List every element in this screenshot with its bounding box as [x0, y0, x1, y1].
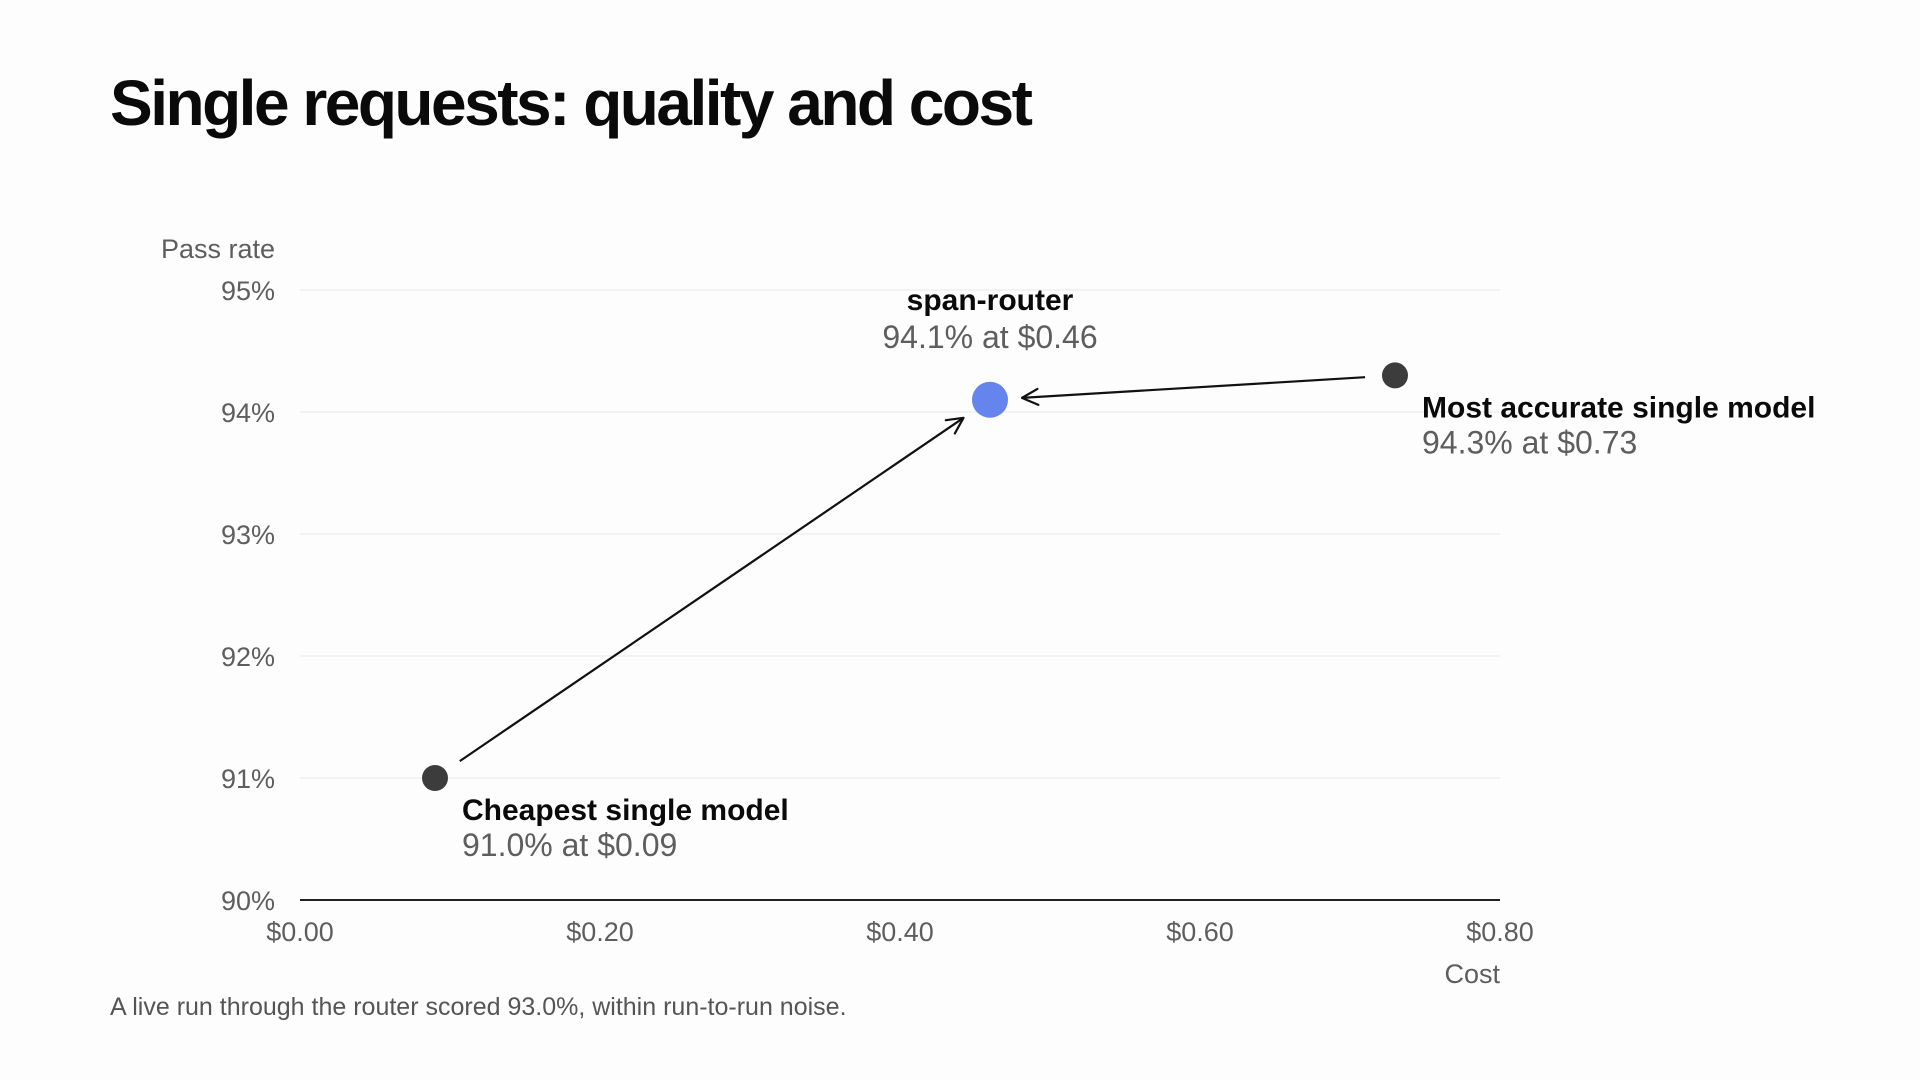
- footnote: A live run through the router scored 93.…: [110, 993, 847, 1021]
- point-label-most-accurate: Most accurate single model: [1422, 391, 1815, 424]
- point-router: [972, 381, 1008, 418]
- point-value-cheapest: 91.0% at $0.09: [462, 827, 677, 863]
- y-tick-label: 92%: [221, 642, 275, 672]
- y-tick-label: 95%: [221, 276, 275, 306]
- x-tick-label: $0.60: [1166, 917, 1234, 947]
- point-value-router: 94.1% at $0.46: [882, 319, 1097, 355]
- y-tick-label: 90%: [221, 886, 275, 916]
- gridlines: [300, 289, 1500, 779]
- y-tick-label: 91%: [221, 764, 275, 794]
- y-tick-label: 93%: [221, 520, 275, 550]
- x-tick-label: $0.40: [866, 917, 934, 947]
- chart-title: Single requests: quality and cost: [110, 67, 1033, 139]
- axes: 95% 94% 93% 92% 91% 90%$0.00 $0.20 $0.40 $0.60 $0…: [161, 234, 1534, 989]
- x-tick-label: $0.80: [1466, 917, 1534, 947]
- x-axis-title: Cost: [1444, 959, 1500, 989]
- data-points: [422, 362, 1408, 791]
- point-cheapest: [422, 765, 448, 791]
- arrows: [459, 376, 1366, 763]
- point-value-most-accurate: 94.3% at $0.73: [1422, 424, 1637, 460]
- y-tick-label: 94%: [221, 398, 275, 428]
- x-tick-label: $0.20: [566, 917, 634, 947]
- y-axis-title: Pass rate: [161, 234, 275, 264]
- point-label-cheapest: Cheapest single model: [462, 794, 789, 827]
- point-label-router: span-router: [907, 284, 1074, 317]
- arrow-cheapest-to-router: [459, 416, 965, 763]
- arrow-most-accurate-to-router: [1020, 376, 1366, 406]
- x-tick-label: $0.00: [266, 917, 334, 947]
- point-most-accurate: [1382, 362, 1408, 389]
